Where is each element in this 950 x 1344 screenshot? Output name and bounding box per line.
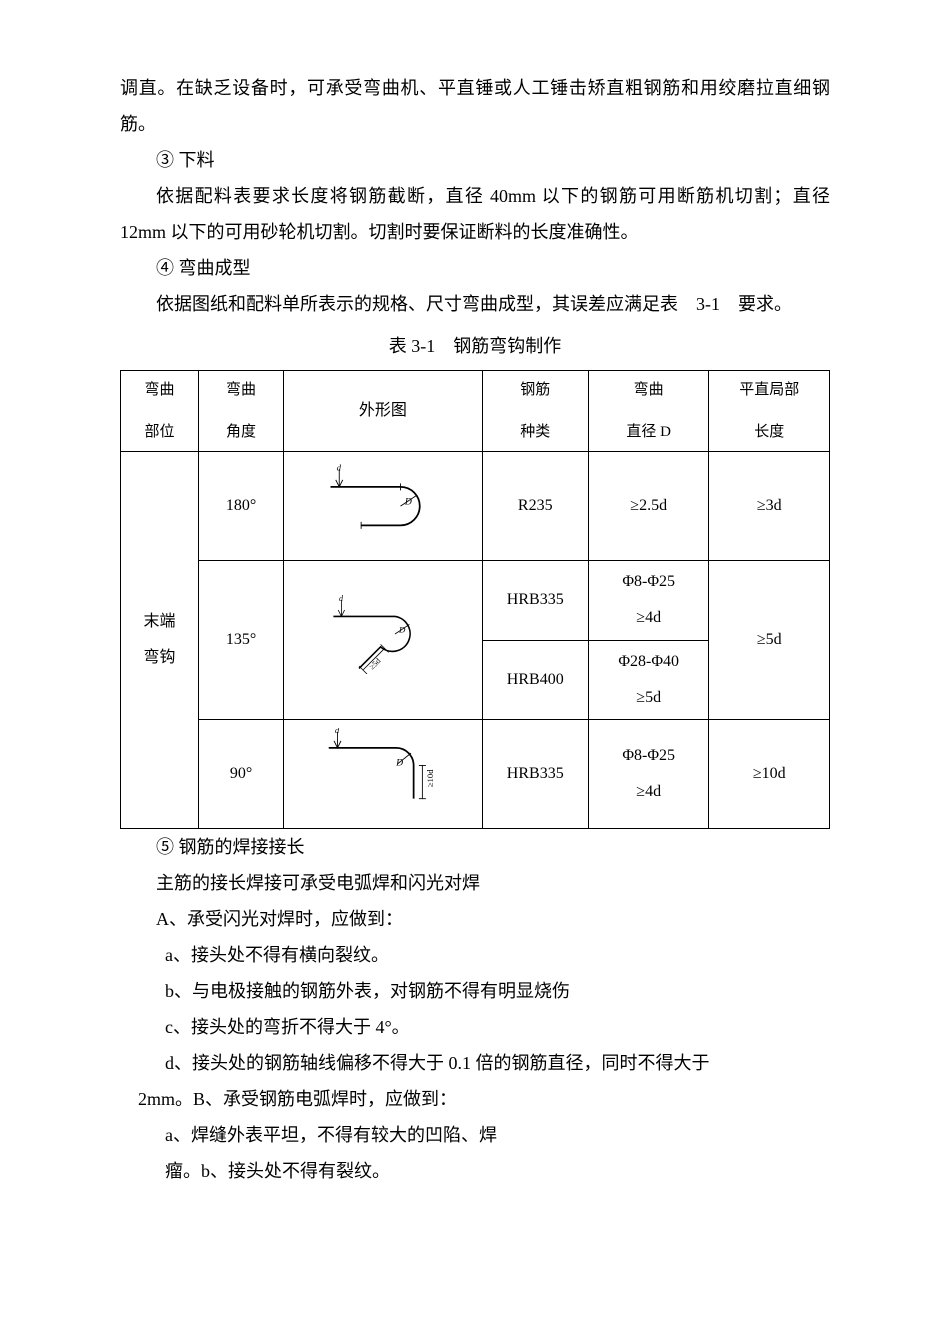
paragraph: 2mm。B、承受钢筋电弧焊时，应做到：: [120, 1081, 830, 1117]
cell-type: HRB400: [482, 640, 588, 720]
svg-text:D: D: [398, 624, 406, 634]
svg-text:d: d: [335, 728, 340, 735]
cell-diagram-180: d D: [284, 452, 483, 561]
heading-5: ⑤ 钢筋的焊接接长: [120, 829, 830, 865]
cell-text: ≥5d: [591, 682, 707, 714]
document-page: 调直。在缺乏设备时，可承受弯曲机、平直锤或人工锤击矫直粗钢筋和用绞磨拉直细钢筋。…: [0, 0, 950, 1229]
cell-diagram-135: d D ≥5d: [284, 561, 483, 720]
cell-text: Φ28-Φ40: [591, 646, 707, 678]
th-text: 平直局部: [711, 375, 827, 405]
th-text: 长度: [711, 417, 827, 447]
cell-angle: 180°: [198, 452, 283, 561]
paragraph: A、承受闪光对焊时，应做到：: [120, 901, 830, 937]
cell-type: HRB335: [482, 720, 588, 829]
cell-angle: 90°: [198, 720, 283, 829]
cell-diam: Φ8-Φ25 ≥4d: [588, 720, 709, 829]
th-text: 直径 D: [591, 417, 707, 447]
th-diameter: 弯曲 直径 D: [588, 371, 709, 452]
cell-type: HRB335: [482, 561, 588, 641]
table-row: 末端 弯钩 180° d D R235 ≥2.5d ≥3d: [121, 452, 830, 561]
heading-4: ④ 弯曲成型: [120, 250, 830, 286]
cell-angle: 135°: [198, 561, 283, 720]
hook-135-icon: d D ≥5d: [313, 594, 453, 674]
th-text: 种类: [485, 417, 586, 447]
svg-text:d: d: [339, 594, 344, 603]
cell-text: Φ8-Φ25: [591, 566, 707, 598]
th-text: 弯曲: [123, 375, 196, 405]
cell-position: 末端 弯钩: [121, 452, 199, 829]
cell-len: ≥5d: [709, 561, 830, 720]
heading-3: ③ 下料: [120, 142, 830, 178]
table-row: 90° d D ≥10d HRB335 Φ8-Φ25 ≥4d: [121, 720, 830, 829]
th-length: 平直局部 长度: [709, 371, 830, 452]
svg-text:D: D: [395, 757, 403, 768]
cell-diam: Φ28-Φ40 ≥5d: [588, 640, 709, 720]
hook-180-icon: d D: [313, 460, 453, 540]
list-item: a、接头处不得有横向裂纹。: [120, 937, 830, 973]
cell-type: R235: [482, 452, 588, 561]
table-row: 135° d D ≥5d HRB335 Φ8-Φ25 ≥4d: [121, 561, 830, 641]
svg-text:d: d: [336, 462, 341, 472]
cell-text: ≥4d: [591, 776, 707, 808]
th-shape: 外形图: [284, 371, 483, 452]
paragraph-4: 依据图纸和配料单所表示的规格、尺寸弯曲成型，其误差应满足表 3-1 要求。: [120, 286, 830, 322]
table-caption: 表 3-1 钢筋弯钩制作: [120, 328, 830, 364]
th-text: 弯曲: [591, 375, 707, 405]
cell-diam: ≥2.5d: [588, 452, 709, 561]
cell-diam: Φ8-Φ25 ≥4d: [588, 561, 709, 641]
hook-90-icon: d D ≥10d: [313, 728, 453, 808]
th-text: 角度: [201, 417, 281, 447]
cell-text: Φ8-Φ25: [591, 740, 707, 772]
list-item: a、焊缝外表平坦，不得有较大的凹陷、焊: [120, 1117, 830, 1153]
d-label: D: [404, 496, 412, 507]
cell-text: ≥4d: [591, 602, 707, 634]
th-text: 外形图: [359, 402, 407, 419]
list-item: c、接头处的弯折不得大于 4°。: [120, 1009, 830, 1045]
list-item: b、与电极接触的钢筋外表，对钢筋不得有明显烧伤: [120, 973, 830, 1009]
th-angle: 弯曲 角度: [198, 371, 283, 452]
paragraph-intro: 调直。在缺乏设备时，可承受弯曲机、平直锤或人工锤击矫直粗钢筋和用绞磨拉直细钢筋。: [120, 70, 830, 142]
paragraph-3: 依据配料表要求长度将钢筋截断，直径 40mm 以下的钢筋可用断筋机切割；直径 1…: [120, 178, 830, 250]
list-item: 瘤。b、接头处不得有裂纹。: [120, 1153, 830, 1189]
th-text: 部位: [123, 417, 196, 447]
svg-text:≥10d: ≥10d: [425, 769, 435, 788]
th-type: 钢筋 种类: [482, 371, 588, 452]
rebar-hook-table: 弯曲 部位 弯曲 角度 外形图 钢筋 种类 弯曲 直径 D: [120, 370, 830, 829]
cell-len: ≥3d: [709, 452, 830, 561]
th-text: 钢筋: [485, 375, 586, 405]
th-text: 弯曲: [201, 375, 281, 405]
cell-text: 弯钩: [123, 642, 196, 674]
th-position: 弯曲 部位: [121, 371, 199, 452]
list-item: d、接头处的钢筋轴线偏移不得大于 0.1 倍的钢筋直径，同时不得大于: [120, 1045, 830, 1081]
cell-diagram-90: d D ≥10d: [284, 720, 483, 829]
cell-len: ≥10d: [709, 720, 830, 829]
cell-text: 末端: [123, 606, 196, 638]
paragraph: 主筋的接长焊接可承受电弧焊和闪光对焊: [120, 865, 830, 901]
